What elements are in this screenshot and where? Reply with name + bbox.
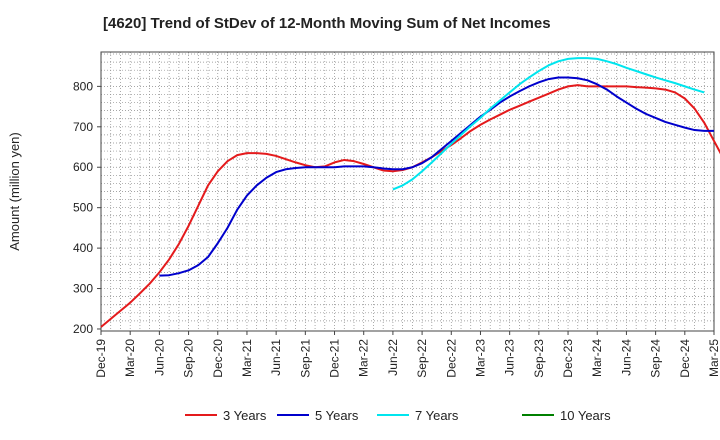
legend-label: 5 Years — [315, 408, 359, 423]
x-tick-label: Sep-22 — [415, 339, 429, 378]
series-line-7-years — [392, 57, 705, 191]
y-tick-label: 600 — [73, 160, 93, 174]
x-tick-label: Mar-22 — [357, 339, 371, 377]
x-tick-label: Jun-23 — [503, 339, 517, 376]
y-tick-label: 200 — [73, 322, 93, 336]
plot-border — [100, 51, 715, 332]
x-tick-label: Jun-22 — [386, 339, 400, 376]
x-tick-label: Mar-24 — [590, 339, 604, 377]
x-tick-label: Dec-22 — [444, 339, 458, 378]
y-tick-label: 700 — [73, 120, 93, 134]
x-tick-label: Dec-21 — [328, 339, 342, 378]
legend-label: 3 Years — [223, 408, 267, 423]
x-tick-label: Sep-24 — [649, 339, 663, 378]
y-tick-label: 300 — [73, 282, 93, 296]
x-tick-label: Mar-23 — [473, 339, 487, 377]
x-tick-label: Jun-24 — [619, 339, 633, 376]
x-tick-label: Dec-20 — [211, 339, 225, 378]
y-tick-label: 800 — [73, 79, 93, 93]
chart-title: [4620] Trend of StDev of 12-Month Moving… — [103, 15, 551, 32]
y-axis-label: Amount (million yen) — [7, 132, 22, 251]
x-tick-label: Sep-23 — [532, 339, 546, 378]
x-tick-label: Dec-23 — [561, 339, 575, 378]
x-tick-label: Dec-19 — [94, 339, 108, 378]
y-tick-label: 500 — [73, 201, 93, 215]
x-tick-label: Sep-20 — [182, 339, 196, 378]
x-tick-label: Mar-25 — [707, 339, 720, 377]
legend-label: 7 Years — [415, 408, 459, 423]
series-line-5-years — [159, 76, 714, 277]
x-tick-label: Jun-21 — [269, 339, 283, 376]
x-tick-label: Mar-21 — [240, 339, 254, 377]
y-tick-label: 400 — [73, 241, 93, 255]
x-tick-label: Dec-24 — [678, 339, 692, 378]
x-tick-label: Sep-21 — [298, 339, 312, 378]
legend-label: 10 Years — [560, 408, 611, 423]
x-tick-label: Jun-20 — [152, 339, 166, 376]
x-tick-label: Mar-20 — [123, 339, 137, 377]
